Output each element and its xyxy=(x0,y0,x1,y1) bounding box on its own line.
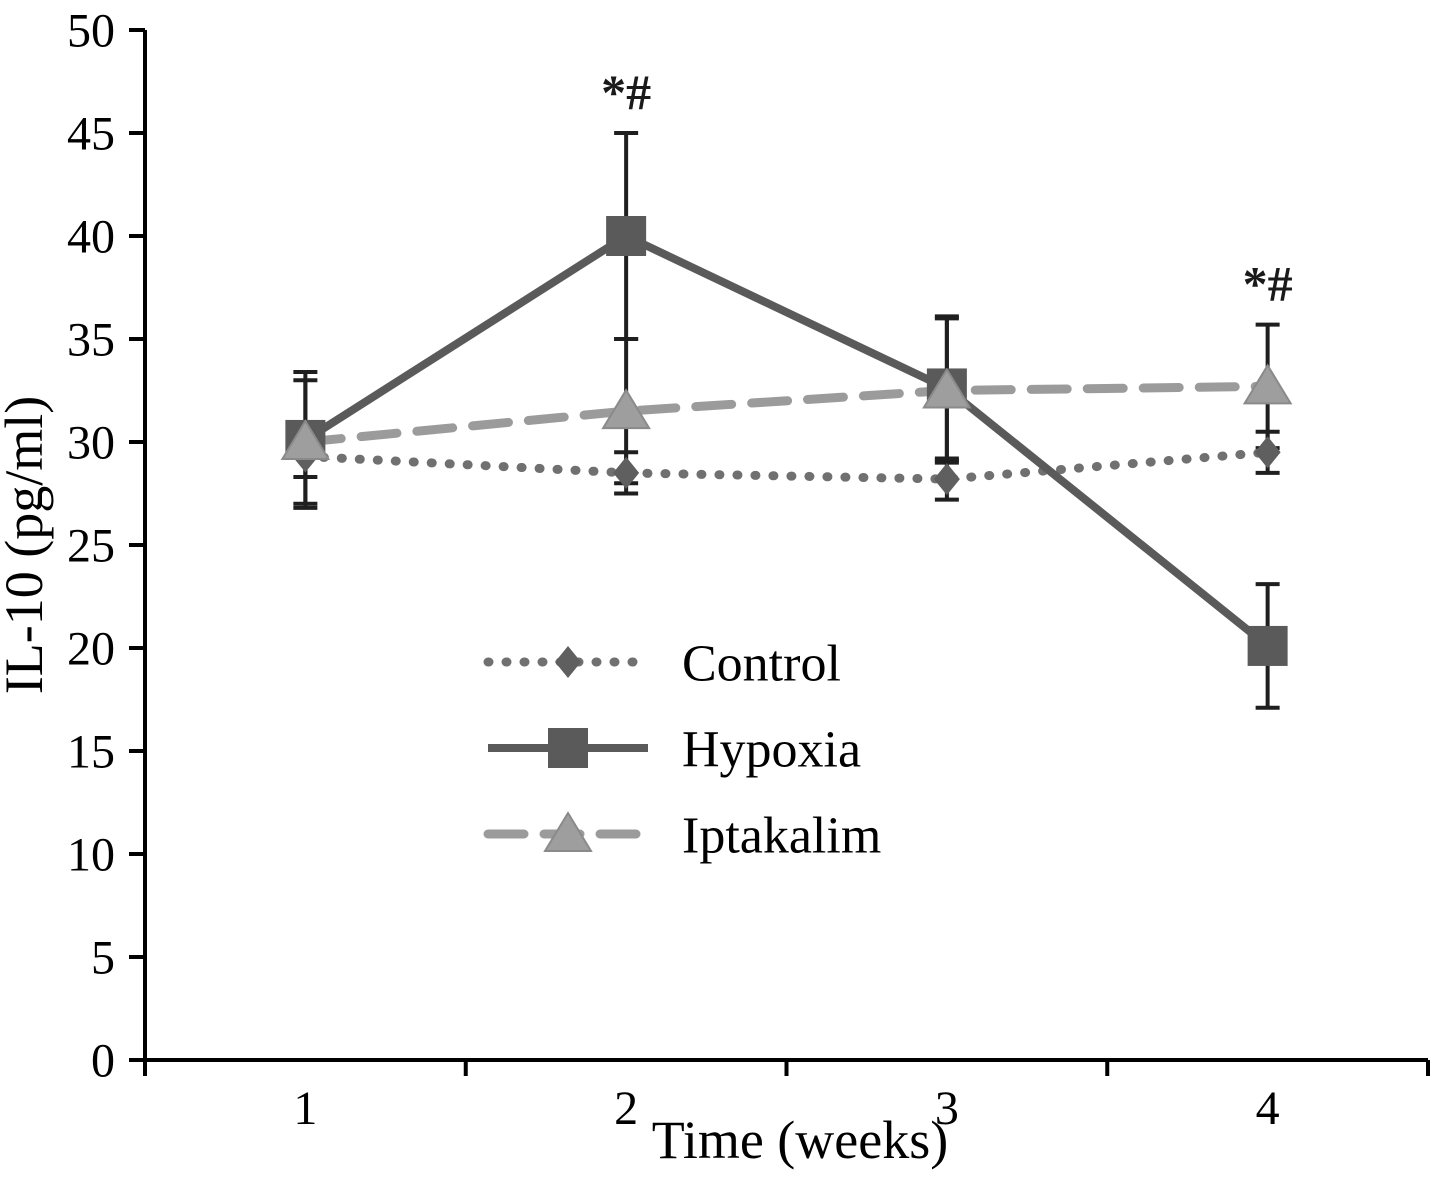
series-markers xyxy=(280,216,1293,666)
y-tick-label: 45 xyxy=(67,107,115,160)
legend-marker-iptakalim xyxy=(543,811,593,852)
data-point-hypoxia xyxy=(606,216,647,256)
series-line-hypoxia xyxy=(303,231,1271,650)
legend-marker-control xyxy=(555,646,581,678)
significance-marker: *# xyxy=(1243,256,1293,312)
series-lines xyxy=(300,231,1273,650)
y-tick-label: 40 xyxy=(67,210,115,263)
series-line-control xyxy=(300,447,1273,484)
y-tick-label: 5 xyxy=(91,931,115,984)
data-point-control xyxy=(1254,436,1281,469)
data-point-iptakalim xyxy=(601,388,651,430)
data-point-hypoxia xyxy=(1247,625,1288,666)
y-tick-label: 35 xyxy=(67,313,115,366)
significance-marker: *# xyxy=(601,64,651,120)
x-tick-label: 2 xyxy=(614,1082,638,1135)
legend-item-label: Iptakalim xyxy=(682,808,881,865)
x-tick-label: 1 xyxy=(293,1082,317,1135)
x-tick-label: 4 xyxy=(1256,1082,1280,1135)
error-bars xyxy=(293,131,1280,710)
legend-item-label: Hypoxia xyxy=(682,722,861,779)
y-tick-label: 30 xyxy=(67,416,115,469)
y-tick-label: 50 xyxy=(67,4,115,57)
y-tick-label: 20 xyxy=(67,622,115,675)
data-point-control xyxy=(613,456,640,489)
y-tick-label: 10 xyxy=(67,828,115,881)
y-tick-label: 15 xyxy=(67,725,115,778)
data-point-control xyxy=(933,463,960,496)
y-tick-label: 25 xyxy=(67,519,115,572)
axes: 0 5 10 15 20 25 30 35 40 45 50 1 2 3 4 xyxy=(67,4,1430,1135)
data-point-iptakalim xyxy=(1242,363,1293,405)
data-point-iptakalim xyxy=(922,367,972,409)
legend: Control Hypoxia Iptakalim xyxy=(483,636,881,865)
legend-item-label: Control xyxy=(682,636,841,693)
series-line-iptakalim xyxy=(300,381,1273,447)
y-tick-label: 0 xyxy=(91,1034,115,1087)
x-axis-title: Time (weeks) xyxy=(652,1110,948,1170)
x-tick-label: 3 xyxy=(935,1082,959,1135)
data-point-iptakalim xyxy=(280,419,331,460)
y-axis-title: IL-10 (pg/ml) xyxy=(0,396,54,694)
significance-annotations: *# *# xyxy=(601,64,1293,312)
legend-marker-hypoxia xyxy=(548,728,588,768)
